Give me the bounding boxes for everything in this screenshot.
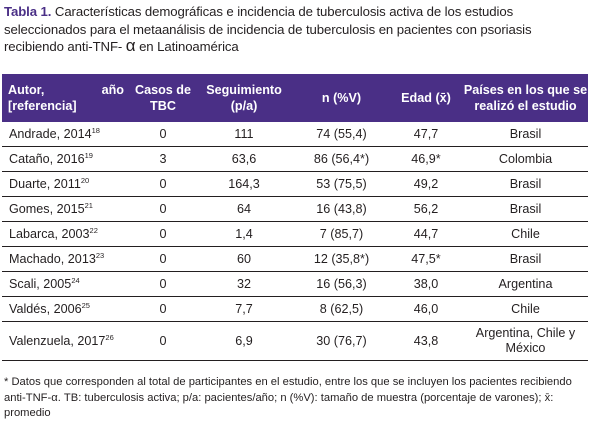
cell-cases: 0: [132, 196, 194, 222]
cell-n: 12 (35,8*): [294, 246, 389, 272]
header-age: Edad (x̄): [389, 74, 463, 122]
header-countries: Países en los que se realizó el estudio: [463, 74, 588, 122]
cell-countries: Brasil: [463, 171, 588, 197]
cell-followup: 6,9: [194, 321, 294, 361]
table-row: Scali, 200524 0 32 16 (56,3) 38,0 Argentina: [2, 271, 588, 297]
cell-cases: 0: [132, 171, 194, 197]
cell-n: 74 (55,4): [294, 122, 389, 147]
cell-countries: Argentina, Chile y México: [463, 321, 588, 361]
reference-number: 18: [91, 125, 100, 135]
cell-countries: Colombia: [463, 146, 588, 172]
caption-text: Características demográficas e incidenci…: [4, 4, 532, 54]
reference-number: 26: [105, 332, 114, 342]
cell-followup: 32: [194, 271, 294, 297]
reference-number: 20: [80, 175, 90, 185]
reference-number: 23: [95, 250, 105, 260]
reference-number: 19: [84, 150, 93, 160]
cell-followup: 164,3: [194, 171, 294, 197]
cell-age: 47,7: [389, 122, 463, 147]
cell-countries: Brasil: [463, 122, 588, 147]
cell-age: 56,2: [389, 196, 463, 222]
caption-tail: en Latinoamérica: [135, 39, 239, 54]
cell-cases: 0: [132, 321, 194, 361]
header-cases: Casos de TBC: [132, 74, 194, 122]
table-row: Labarca, 200322 0 1,4 7 (85,7) 44,7 Chile: [2, 221, 588, 247]
cell-author: Valenzuela, 201726: [2, 321, 132, 361]
cell-n: 16 (43,8): [294, 196, 389, 222]
caption-alpha: α: [125, 36, 136, 55]
cell-n: 8 (62,5): [294, 296, 389, 322]
cell-cases: 0: [132, 122, 194, 147]
cell-followup: 111: [194, 122, 294, 147]
cell-cases: 0: [132, 246, 194, 272]
header-followup: Seguimiento (p/a): [194, 74, 294, 122]
table-caption: Tabla 1. Características demográficas e …: [4, 3, 588, 56]
cell-age: 43,8: [389, 321, 463, 361]
cell-n: 7 (85,7): [294, 221, 389, 247]
caption-label: Tabla 1.: [4, 4, 52, 19]
table-row: Machado, 201323 0 60 12 (35,8*) 47,5* Brasil: [2, 246, 588, 272]
cell-author: Duarte, 201120: [2, 171, 132, 197]
cell-age: 46,0: [389, 296, 463, 322]
cell-age: 44,7: [389, 221, 463, 247]
cell-countries: Argentina: [463, 271, 588, 297]
cell-age: 49,2: [389, 171, 463, 197]
cell-countries: Chile: [463, 221, 588, 247]
reference-number: 22: [89, 225, 98, 235]
table-row: Valdés, 200625 0 7,7 8 (62,5) 46,0 Chile: [2, 296, 588, 322]
cell-n: 16 (56,3): [294, 271, 389, 297]
cell-age: 38,0: [389, 271, 463, 297]
table-footnote: * Datos que corresponden al total de par…: [4, 376, 572, 419]
table-header: Autor, año [referencia] Casos de TBC Segu…: [2, 74, 588, 122]
cell-author: Gomes, 201521: [2, 196, 132, 222]
cell-followup: 63,6: [194, 146, 294, 172]
cell-author: Labarca, 200322: [2, 221, 132, 247]
cell-n: 53 (75,5): [294, 171, 389, 197]
cell-author: Cataño, 201619: [2, 146, 132, 172]
cell-author: Andrade, 201418: [2, 122, 132, 147]
cell-author: Machado, 201323: [2, 246, 132, 272]
cell-cases: 0: [132, 271, 194, 297]
cell-age: 47,5*: [389, 246, 463, 272]
cell-age: 46,9*: [389, 146, 463, 172]
cell-n: 30 (76,7): [294, 321, 389, 361]
cell-author: Scali, 200524: [2, 271, 132, 297]
header-author: Autor, año [referencia]: [2, 74, 132, 122]
reference-number: 21: [84, 200, 93, 210]
reference-number: 25: [81, 300, 90, 310]
cell-followup: 64: [194, 196, 294, 222]
studies-table: Autor, año [referencia] Casos de TBC Segu…: [2, 74, 588, 361]
table-row: Valenzuela, 201726 0 6,9 30 (76,7) 43,8 Argen…: [2, 321, 588, 361]
cell-followup: 60: [194, 246, 294, 272]
header-n: n (%V): [294, 74, 389, 122]
cell-cases: 0: [132, 221, 194, 247]
cell-countries: Brasil: [463, 196, 588, 222]
table-body: Andrade, 201418 0 111 74 (55,4) 47,7 Brasil Ca…: [2, 122, 588, 361]
cell-cases: 3: [132, 146, 194, 172]
cell-countries: Brasil: [463, 246, 588, 272]
reference-number: 24: [71, 275, 80, 285]
table-row: Andrade, 201418 0 111 74 (55,4) 47,7 Brasil: [2, 122, 588, 147]
table-row: Cataño, 201619 3 63,6 86 (56,4*) 46,9* Colomb…: [2, 146, 588, 172]
cell-countries: Chile: [463, 296, 588, 322]
cell-cases: 0: [132, 296, 194, 322]
cell-followup: 1,4: [194, 221, 294, 247]
cell-n: 86 (56,4*): [294, 146, 389, 172]
cell-followup: 7,7: [194, 296, 294, 322]
table-row: Gomes, 201521 0 64 16 (43,8) 56,2 Brasil: [2, 196, 588, 222]
table-row: Duarte, 201120 0 164,3 53 (75,5) 49,2 Brasil: [2, 171, 588, 197]
cell-author: Valdés, 200625: [2, 296, 132, 322]
